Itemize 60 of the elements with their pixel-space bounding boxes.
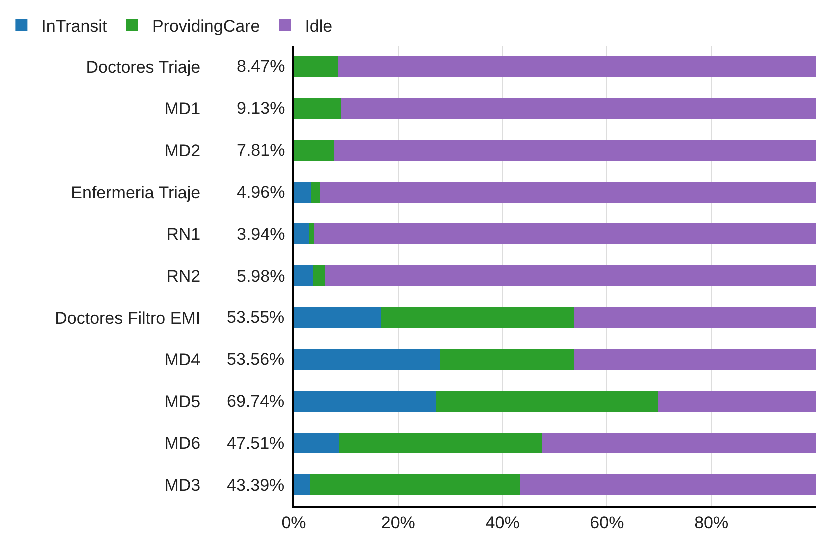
bar [574,307,816,328]
bar [382,307,574,328]
bar [294,474,310,496]
text: 43.39% [227,476,285,495]
bar [294,224,310,245]
text: 47.51% [227,434,285,453]
bar [294,266,313,286]
legend-label: InTransit [42,16,108,36]
y-tick-label: MD2 [164,142,201,160]
x-tick-label: 40% [486,513,520,532]
text: 53.55% [227,308,285,327]
text: 7.81% [237,141,286,160]
y-tick-label: RN2 [166,266,201,286]
bar [312,266,326,286]
bar [436,391,658,412]
legend-label: ProvidingCare [152,16,260,36]
bar [311,182,320,203]
bar [294,182,312,203]
bar [342,98,816,120]
x-tick-label: 0% [282,513,306,532]
y-tick-label: MD3 [164,476,201,496]
bar [294,56,338,78]
text: 9.13% [237,99,286,118]
bar [294,432,339,454]
bar [310,224,314,245]
bar [314,224,816,245]
y-tick-label: MD4 [164,350,201,370]
bar [294,391,437,412]
text: 8.47% [237,57,286,76]
y-tick-label: MD6 [164,434,201,454]
text: 5.98% [237,267,286,286]
text: 53.56% [227,350,285,369]
y-tick-label: MD5 [164,392,201,412]
legend-label: Idle [305,16,333,36]
bar [310,474,521,496]
bar [325,266,816,286]
bar [574,349,816,370]
bar [320,182,816,203]
bar [294,307,382,328]
bar [440,349,574,370]
bar [294,140,335,161]
y-tick-label: MD1 [164,100,201,119]
bar [520,474,816,496]
text: 69.74% [227,392,285,411]
bar [338,432,542,454]
x-tick-label: 80% [694,513,729,532]
y-tick-label: Doctores Triaje [86,58,201,77]
text: 4.96% [237,183,286,202]
bar [658,391,816,412]
y-tick-label: Enfermeria Triaje [71,183,201,202]
bar [542,432,816,454]
x-tick-label: 60% [590,513,624,532]
bar [334,140,816,161]
y-tick-label: Doctores Filtro EMI [55,308,201,328]
bar [294,98,342,120]
text: 3.94% [237,225,286,244]
bar [294,349,440,370]
y-tick-label: RN1 [166,225,201,244]
x-tick-label: 20% [381,513,416,532]
bar [338,56,816,78]
